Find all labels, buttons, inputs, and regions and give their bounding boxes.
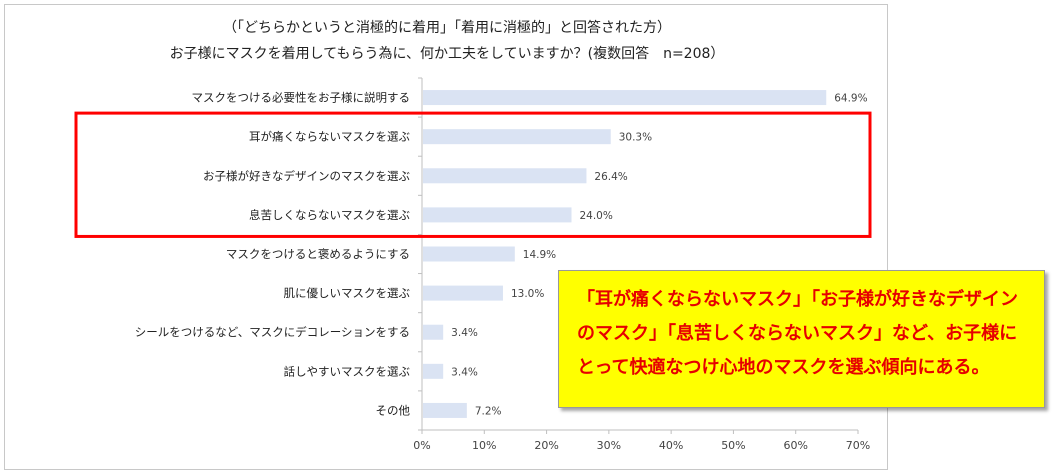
x-tick-label: 10% (472, 439, 496, 452)
value-label: 30.3% (619, 132, 652, 144)
category-label: お子様が好きなデザインのマスクを選ぶ (203, 169, 410, 183)
bar (423, 168, 587, 184)
category-label: シールをつけるなど、マスクにデコレーションをする (135, 325, 410, 339)
x-tick-label: 40% (659, 439, 683, 452)
category-label: 肌に優しいマスクを選ぶ (284, 286, 411, 300)
value-label: 3.4% (451, 366, 478, 378)
bar (423, 402, 467, 418)
bar (423, 90, 827, 106)
highlight-box (74, 111, 872, 238)
value-label: 3.4% (451, 327, 478, 339)
bar (423, 285, 503, 301)
chart-title-line2: お子様にマスクを着用してもらう為に、何か工夫をしていますか？(複数回答 n=20… (169, 46, 725, 62)
bar (423, 324, 444, 340)
category-label: その他 (376, 403, 411, 417)
chart-title-line1: （「どちらかというと消極的に着用」「着用に消極的」と回答された方） (223, 20, 671, 36)
callout-text: 「耳が痛くならないマスク」「お子様が好きなデザインのマスク」「息苦しくならないマ… (577, 289, 1018, 378)
value-label: 7.2% (475, 405, 502, 417)
x-tick-label: 70% (846, 439, 870, 452)
category-label: マスクをつける必要性をお子様に説明する (192, 91, 411, 105)
value-label: 26.4% (594, 171, 627, 183)
callout-box: 「耳が痛くならないマスク」「お子様が好きなデザインのマスク」「息苦しくならないマ… (558, 270, 1045, 408)
category-label: 息苦しくならないマスクを選ぶ (249, 208, 410, 222)
x-tick-label: 60% (783, 439, 807, 452)
category-label: 耳が痛くならないマスクを選ぶ (249, 130, 410, 144)
bar (423, 207, 572, 223)
x-tick-label: 30% (597, 439, 621, 452)
bar (423, 129, 611, 145)
value-label: 13.0% (511, 288, 544, 300)
bar (423, 246, 515, 262)
x-tick-label: 50% (721, 439, 745, 452)
x-tick-label: 0% (413, 439, 430, 452)
value-label: 64.9% (834, 93, 867, 105)
category-label: マスクをつけると褒めるようにする (226, 247, 410, 261)
category-label: 話しやすいマスクを選ぶ (284, 364, 411, 378)
value-label: 14.9% (523, 249, 556, 261)
x-tick-label: 20% (534, 439, 558, 452)
bar (423, 363, 444, 379)
value-label: 24.0% (579, 210, 612, 222)
